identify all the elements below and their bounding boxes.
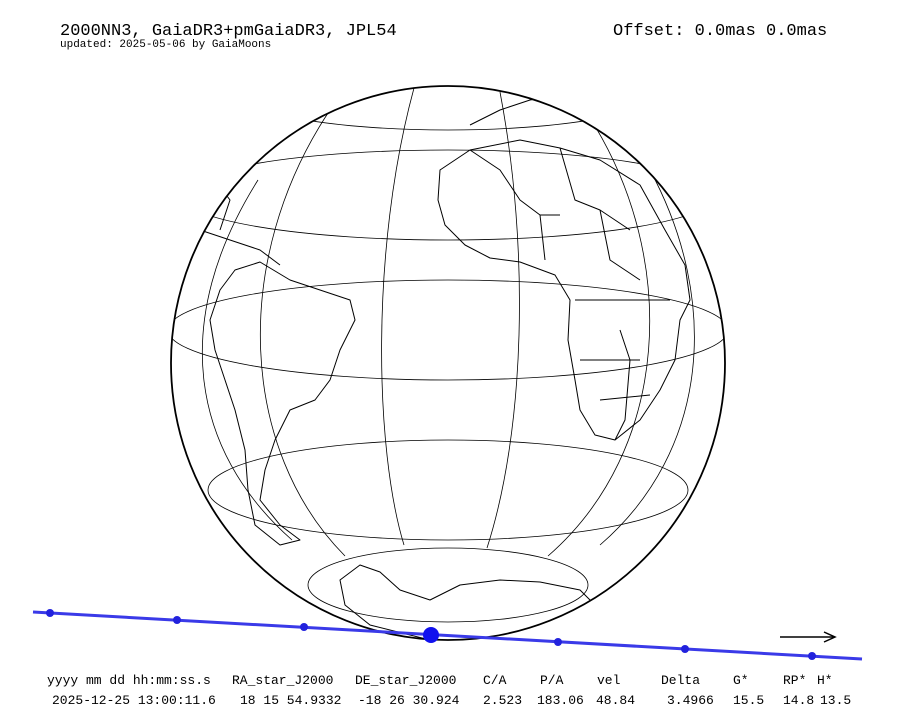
table-cell: 18 15 54.9332 — [240, 693, 341, 708]
parallel — [171, 279, 725, 381]
parallel — [207, 439, 689, 541]
table-cell: 14.8 — [783, 693, 814, 708]
table-header: Delta — [661, 673, 700, 688]
table-header: RA_star_J2000 — [232, 673, 333, 688]
continent-europe — [469, 94, 721, 131]
table-cell: 15.5 — [733, 693, 764, 708]
central-marker — [423, 627, 439, 643]
shadow-path — [32, 609, 863, 661]
meridian — [201, 179, 293, 541]
time-marker — [681, 645, 689, 653]
parallel — [232, 86, 664, 131]
meridian — [486, 91, 520, 549]
offset: Offset: 0.0mas 0.0mas — [613, 22, 827, 41]
globe-rim — [170, 85, 726, 641]
path-line — [32, 610, 863, 661]
time-marker — [554, 638, 562, 646]
meridian — [547, 117, 651, 557]
table-header: vel — [597, 673, 621, 688]
table-cell: 183.06 — [537, 693, 584, 708]
meridian — [381, 87, 415, 546]
table-header: C/A — [483, 673, 507, 688]
updated: updated: 2025-05-06 by GaiaMoons — [60, 39, 271, 51]
table-cell: 13.5 — [820, 693, 851, 708]
parallel — [179, 149, 717, 241]
time-marker — [173, 616, 181, 624]
table-header: P/A — [540, 673, 564, 688]
table-cell: -18 26 30.924 — [358, 693, 460, 708]
table-header: RP* — [783, 673, 806, 688]
table-cell: 3.4966 — [667, 693, 714, 708]
table-header: G* — [733, 673, 749, 688]
table-cell: 48.84 — [596, 693, 635, 708]
data-table: yyyy mm dd hh:mm:ss.s RA_star_J2000 DE_sta… — [47, 673, 851, 708]
time-marker — [808, 652, 816, 660]
table-cell: 2.523 — [483, 693, 522, 708]
coast — [614, 329, 631, 441]
continent-south-america — [209, 261, 356, 546]
time-marker — [46, 609, 54, 617]
meridian — [599, 169, 695, 546]
direction-arrow — [780, 631, 837, 643]
continent-antarctica — [339, 564, 601, 640]
borders — [469, 147, 670, 401]
table-cell: 2025-12-25 13:00:11.6 — [52, 693, 216, 708]
globe — [171, 86, 725, 640]
table-header: H* — [817, 673, 833, 688]
time-marker — [300, 623, 308, 631]
table-header: yyyy mm dd hh:mm:ss.s — [47, 673, 211, 688]
meridian — [259, 109, 346, 557]
table-header: DE_star_J2000 — [355, 673, 456, 688]
title: 2000NN3, GaiaDR3+pmGaiaDR3, JPL54 — [60, 22, 397, 41]
parallel — [307, 547, 589, 623]
continent-africa — [437, 139, 691, 441]
